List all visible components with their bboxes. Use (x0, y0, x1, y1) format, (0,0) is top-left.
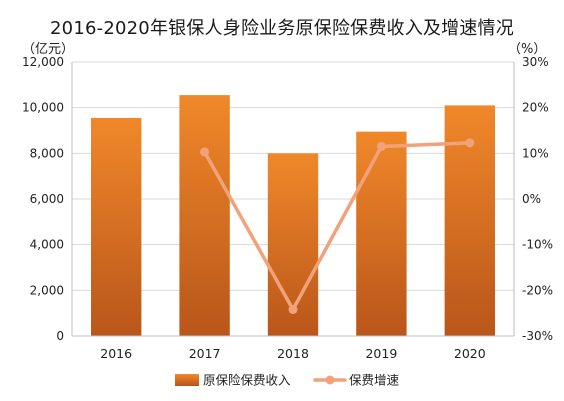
y-right-tick-label: 20% (522, 101, 549, 115)
y-right-tick-label: 30% (522, 55, 549, 69)
y-left-tick-label: 10,000 (22, 101, 64, 115)
y-right-tick-label: -20% (522, 283, 553, 297)
y-left-tick-label: 8,000 (30, 146, 64, 160)
left-axis-unit: （亿元） (22, 42, 75, 57)
line-series (200, 138, 475, 315)
legend-label-bar: 原保险保费收入 (203, 373, 291, 388)
y-right-tick-label: -10% (522, 238, 553, 252)
line-point (200, 147, 210, 157)
y-left-tick-label: 6,000 (30, 192, 64, 206)
x-tick-label: 2019 (365, 346, 397, 361)
legend-swatch-marker (325, 375, 335, 385)
bar (179, 95, 230, 336)
x-tick-label: 2018 (277, 346, 309, 361)
bar-series (91, 95, 495, 336)
legend-swatch-bar (175, 374, 199, 386)
legend: 原保险保费收入 保费增速 (175, 373, 400, 388)
x-tick-label: 2020 (454, 346, 486, 361)
line-point (376, 141, 386, 151)
bar (91, 117, 142, 336)
line-point (288, 305, 298, 315)
y-right-tick-label: 10% (522, 146, 549, 160)
y-left-tick-label: 12,000 (22, 55, 64, 69)
y-right-tick-label: -30% (522, 329, 553, 343)
x-tick-label: 2017 (189, 346, 221, 361)
right-axis-unit: （%） (508, 42, 547, 57)
y-left-tick-label: 2,000 (30, 283, 64, 297)
x-tick-label: 2016 (100, 346, 132, 361)
bar (356, 131, 407, 336)
line-series-path (202, 141, 472, 312)
axes: 0 2,000 4,000 6,000 8,000 10,000 12,000 -30% -20… (22, 55, 553, 361)
y-left-tick-label: 0 (56, 329, 64, 343)
y-right-tick-label: 0% (522, 192, 541, 206)
legend-label-line: 保费增速 (349, 373, 400, 388)
line-point (465, 138, 475, 148)
chart-title: 2016-2020年银保人身险业务原保险保费收入及增速情况 (50, 18, 514, 39)
y-left-tick-label: 4,000 (30, 238, 64, 252)
